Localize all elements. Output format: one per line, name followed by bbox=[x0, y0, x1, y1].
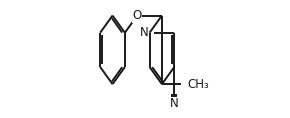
Text: O: O bbox=[133, 9, 142, 22]
Text: CH₃: CH₃ bbox=[188, 78, 209, 91]
Text: N: N bbox=[140, 26, 148, 39]
Text: N: N bbox=[170, 97, 179, 110]
